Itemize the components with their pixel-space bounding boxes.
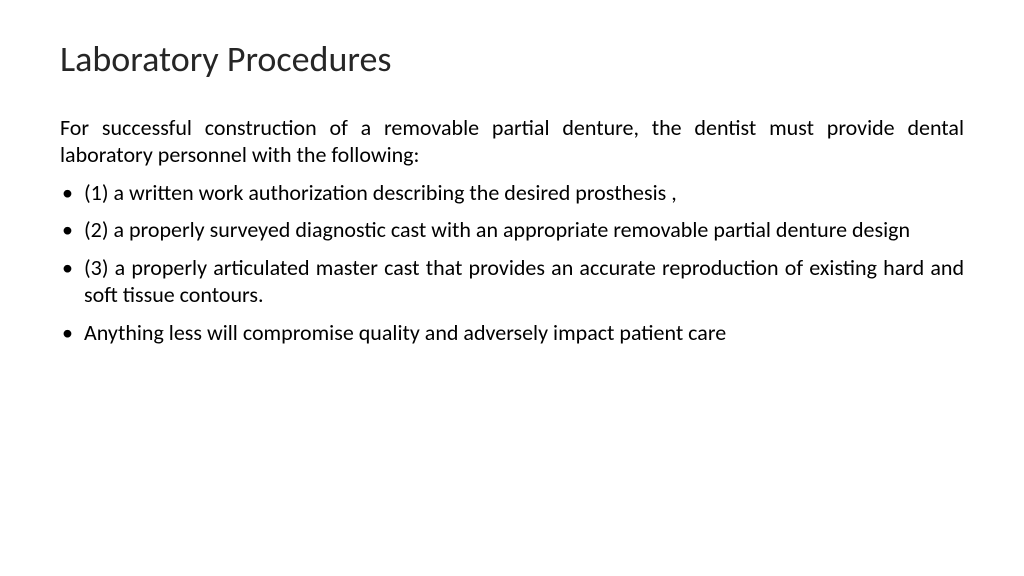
- slide-title: Laboratory Procedures: [60, 40, 964, 80]
- list-item: (1) a written work authorization describ…: [60, 179, 964, 207]
- bullet-list: (1) a written work authorization describ…: [60, 179, 964, 347]
- list-item: (2) a properly surveyed diagnostic cast …: [60, 216, 964, 244]
- list-item: Anything less will compromise quality an…: [60, 319, 964, 347]
- slide: Laboratory Procedures For successful con…: [0, 0, 1024, 576]
- intro-paragraph: For successful construction of a removab…: [60, 114, 964, 169]
- list-item: (3) a properly articulated master cast t…: [60, 254, 964, 309]
